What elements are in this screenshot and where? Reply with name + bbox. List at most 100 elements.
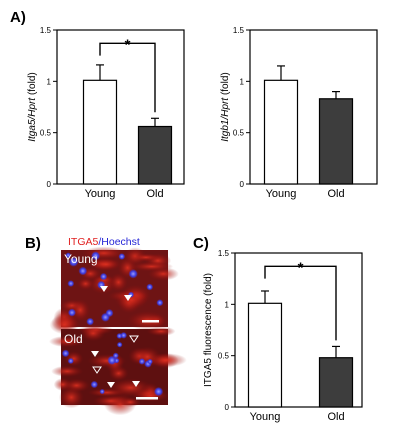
y-tick-label: 1.5 bbox=[40, 26, 52, 35]
y-tick-label: 1.5 bbox=[218, 249, 230, 258]
arrowhead-marker bbox=[100, 286, 108, 292]
plot-frame bbox=[249, 29, 378, 185]
y-tick-label: 0 bbox=[225, 403, 230, 412]
x-category-label: Old bbox=[327, 411, 344, 423]
hoechst-nucleus bbox=[147, 358, 153, 365]
title-separator: / bbox=[98, 236, 101, 248]
hoechst-nucleus bbox=[116, 341, 123, 348]
x-category-label: Young bbox=[250, 411, 281, 423]
plot-frame bbox=[56, 29, 185, 185]
hoechst-nucleus bbox=[156, 299, 164, 307]
arrowhead-marker bbox=[91, 351, 99, 357]
y-axis-label-gene: Itgb1/Hprt bbox=[220, 97, 231, 142]
hoechst-nucleus bbox=[86, 317, 95, 326]
significance-star: * bbox=[125, 36, 131, 53]
arrowhead-marker bbox=[132, 381, 140, 387]
hoechst-nucleus bbox=[146, 283, 154, 291]
hoechst-nucleus bbox=[153, 386, 164, 397]
hoechst-nucleus bbox=[99, 272, 108, 281]
arrowhead-marker bbox=[107, 382, 115, 388]
itga5-cell-signal bbox=[129, 261, 174, 272]
chart-itgb1-mrna: 0 0.5 1 1.5 Young Old Itgb1/Hprt (fold) bbox=[220, 26, 378, 200]
itga5-cell-signal bbox=[92, 395, 130, 407]
y-axis-label: Itgb1/Hprt (fold) bbox=[220, 72, 231, 141]
hoechst-nucleus bbox=[61, 349, 70, 358]
open-arrowhead-marker bbox=[92, 366, 102, 374]
micrograph-old-label: Old bbox=[64, 332, 83, 346]
hoechst-nucleus bbox=[118, 253, 126, 260]
itga5-stain-label: ITGA5 bbox=[68, 236, 99, 248]
bar-old bbox=[318, 98, 354, 185]
x-category-label: Young bbox=[85, 188, 116, 200]
y-tick-label: 1 bbox=[240, 77, 245, 86]
itga5-cell-signal bbox=[146, 326, 176, 337]
y-tick-label: 0 bbox=[47, 180, 52, 189]
itga5-cell-signal bbox=[70, 299, 90, 322]
plot-frame bbox=[234, 252, 363, 408]
y-tick-label: 1 bbox=[225, 300, 230, 309]
old-cell-field bbox=[49, 325, 187, 416]
y-tick-label: 1 bbox=[47, 77, 52, 86]
panel-letter-c: C) bbox=[193, 235, 209, 252]
itga5-cell-signal bbox=[109, 273, 128, 292]
micrograph-young-label: Young bbox=[64, 252, 98, 266]
y-axis-label-gene: Itga5/Hprt bbox=[27, 97, 38, 142]
significance-star: * bbox=[298, 259, 304, 276]
itga5-cell-signal bbox=[87, 353, 127, 368]
x-category-label: Old bbox=[146, 188, 163, 200]
chart-itga5-mrna: 0 0.5 1 1.5 Young Old * Itga5/Hprt (fold) bbox=[27, 26, 185, 200]
y-tick-label: 0.5 bbox=[233, 129, 245, 138]
itga5-cell-signal bbox=[77, 277, 94, 290]
bar-young bbox=[263, 79, 299, 185]
bar-old bbox=[137, 125, 173, 185]
hoechst-nucleus bbox=[112, 352, 119, 359]
y-axis-label-unit: (fold) bbox=[220, 72, 231, 98]
hoechst-nucleus bbox=[67, 308, 76, 317]
hoechst-nucleus bbox=[128, 269, 138, 279]
bar-old bbox=[318, 357, 354, 408]
hoechst-nucleus bbox=[68, 257, 79, 267]
panel-letter-a: A) bbox=[10, 9, 26, 26]
y-tick-label: 0.5 bbox=[218, 352, 230, 361]
scale-bar bbox=[142, 320, 159, 323]
hoechst-nucleus bbox=[67, 280, 75, 287]
y-axis-label: Itga5/Hprt (fold) bbox=[27, 72, 38, 141]
hoechst-nucleus bbox=[65, 252, 72, 259]
hoechst-nucleus bbox=[67, 357, 74, 365]
hoechst-nucleus bbox=[100, 312, 111, 322]
bar-young bbox=[247, 302, 283, 408]
hoechst-nucleus bbox=[120, 331, 128, 339]
itga5-cell-signal bbox=[131, 253, 161, 262]
y-axis-label-unit: (fold) bbox=[27, 72, 38, 98]
y-tick-label: 0.5 bbox=[40, 129, 52, 138]
itga5-cell-signal bbox=[58, 386, 84, 409]
micrograph-young: Young bbox=[49, 246, 179, 335]
hoechst-nucleus bbox=[90, 380, 99, 389]
y-axis-label-unit: ITGA5 fluorescence (fold) bbox=[203, 273, 214, 387]
micrograph-title: ITGA5/Hoechst bbox=[68, 236, 140, 248]
x-category-label: Young bbox=[266, 188, 297, 200]
bar-young bbox=[82, 79, 118, 185]
hoechst-nucleus bbox=[138, 358, 146, 365]
arrowhead-marker bbox=[124, 295, 132, 301]
hoechst-nucleus bbox=[91, 251, 101, 261]
significance-bracket bbox=[99, 42, 156, 113]
scale-bar bbox=[136, 397, 158, 400]
itga5-cell-signal bbox=[51, 365, 84, 377]
y-axis-label: ITGA5 fluorescence (fold) bbox=[203, 273, 214, 387]
y-tick-label: 1.5 bbox=[233, 26, 245, 35]
hoechst-nucleus bbox=[99, 388, 105, 395]
y-tick-label: 0 bbox=[240, 180, 245, 189]
chart-itga5-fluorescence: 0 0.5 1 1.5 Young Old * ITGA5 fluorescence (fol… bbox=[203, 249, 363, 423]
itga5-cell-signal bbox=[90, 257, 122, 271]
itga5-cell-signal bbox=[114, 290, 148, 310]
itga5-cell-signal bbox=[132, 390, 169, 402]
significance-bracket bbox=[264, 265, 337, 341]
young-cell-field bbox=[49, 246, 179, 335]
micrograph-old: Old bbox=[49, 325, 187, 416]
panel-letter-b: B) bbox=[25, 235, 41, 252]
hoechst-stain-label: Hoechst bbox=[101, 236, 140, 248]
open-arrowhead-marker bbox=[129, 335, 139, 343]
itga5-cell-signal bbox=[49, 335, 85, 348]
